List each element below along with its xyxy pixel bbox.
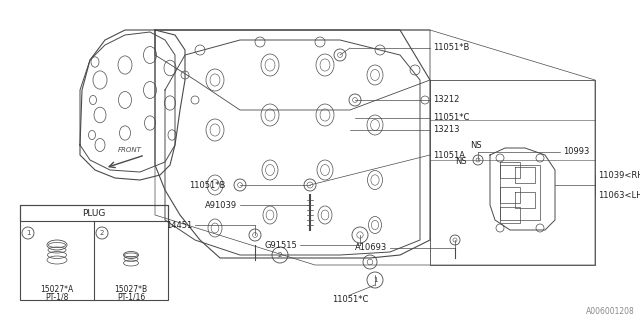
Text: 14451: 14451 bbox=[166, 220, 192, 229]
Text: 11051*B: 11051*B bbox=[189, 180, 225, 189]
Text: 11051*B: 11051*B bbox=[433, 44, 469, 52]
Text: G91515: G91515 bbox=[264, 241, 297, 250]
Text: A91039: A91039 bbox=[205, 201, 237, 210]
Text: 11051*C: 11051*C bbox=[433, 114, 469, 123]
Text: 15027*B: 15027*B bbox=[115, 285, 148, 294]
Text: 11051*C: 11051*C bbox=[332, 295, 368, 305]
Text: 2: 2 bbox=[100, 230, 104, 236]
Text: NS: NS bbox=[455, 157, 467, 166]
Text: PLUG: PLUG bbox=[83, 209, 106, 218]
Text: A006001208: A006001208 bbox=[586, 308, 635, 316]
Text: 11051A: 11051A bbox=[433, 150, 465, 159]
Text: 10993: 10993 bbox=[563, 148, 589, 156]
Text: 13212: 13212 bbox=[433, 95, 460, 105]
Text: FRONT: FRONT bbox=[118, 147, 142, 153]
Text: PT-1/8: PT-1/8 bbox=[45, 292, 68, 301]
Text: 11039<RH>: 11039<RH> bbox=[598, 171, 640, 180]
Bar bbox=[20, 205, 168, 300]
Text: 1: 1 bbox=[26, 230, 30, 236]
Text: 15027*A: 15027*A bbox=[40, 285, 74, 294]
Text: 13213: 13213 bbox=[433, 125, 460, 134]
Text: A10693: A10693 bbox=[355, 244, 387, 252]
Text: 1: 1 bbox=[372, 277, 377, 283]
Text: NS: NS bbox=[470, 140, 482, 149]
Text: 2: 2 bbox=[278, 252, 282, 258]
Bar bbox=[20, 205, 168, 221]
Text: 11063<LH>: 11063<LH> bbox=[598, 190, 640, 199]
Text: PT-1/16: PT-1/16 bbox=[117, 292, 145, 301]
